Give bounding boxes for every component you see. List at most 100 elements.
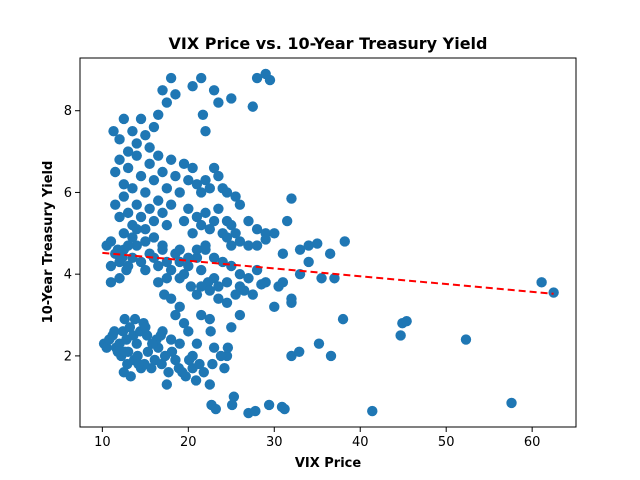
data-point [316, 273, 327, 284]
data-point [161, 273, 173, 284]
data-point [178, 318, 190, 329]
data-point [114, 154, 125, 165]
data-point [112, 244, 124, 255]
data-point [196, 187, 207, 198]
data-point [119, 313, 130, 325]
data-point [129, 313, 141, 325]
data-point [153, 150, 164, 161]
data-point [208, 215, 220, 227]
data-point [213, 293, 224, 304]
data-point [230, 228, 241, 239]
data-point [125, 371, 136, 382]
data-point [329, 273, 340, 284]
data-point [140, 130, 151, 141]
data-point [286, 297, 297, 308]
data-point [213, 97, 224, 108]
data-point [187, 162, 198, 174]
data-point [251, 224, 263, 235]
data-point [148, 174, 160, 186]
data-point [294, 346, 305, 358]
data-point [148, 121, 160, 133]
data-point [135, 211, 147, 223]
data-point [200, 174, 211, 186]
data-point [200, 207, 211, 219]
data-point [118, 191, 130, 202]
data-point [170, 170, 181, 182]
points-layer [98, 68, 559, 419]
x-tick-label: 20 [180, 435, 197, 450]
data-point [161, 219, 173, 231]
data-point [131, 224, 142, 235]
data-point [174, 244, 185, 255]
data-point [165, 293, 177, 304]
data-point [256, 279, 267, 290]
data-point [135, 256, 147, 268]
data-point [153, 195, 164, 206]
data-point [118, 228, 130, 239]
data-point [247, 101, 258, 112]
y-tick-label: 6 [64, 186, 72, 201]
data-point [196, 72, 207, 84]
data-point [101, 342, 112, 353]
data-point [187, 80, 198, 92]
data-point [122, 207, 134, 219]
data-point [127, 125, 138, 137]
data-point [197, 109, 209, 121]
data-point [226, 219, 237, 231]
data-point [114, 273, 125, 284]
data-point [131, 138, 142, 149]
data-point [109, 326, 120, 337]
data-point [157, 85, 168, 96]
x-tick-label: 40 [352, 435, 369, 450]
data-point [133, 358, 144, 370]
data-point [243, 240, 254, 251]
data-point [226, 260, 237, 272]
data-point [208, 252, 220, 264]
data-point [174, 273, 185, 284]
data-point [140, 187, 151, 198]
data-point [153, 260, 164, 272]
data-point [277, 248, 289, 259]
data-point [208, 162, 220, 174]
data-point [219, 362, 230, 374]
data-point [185, 281, 197, 292]
data-point [312, 238, 323, 249]
chart-title: VIX Price vs. 10-Year Treasury Yield [169, 34, 488, 53]
data-point [127, 232, 138, 243]
data-point [230, 191, 241, 202]
data-point [198, 367, 209, 378]
data-point [148, 232, 160, 243]
data-point [205, 326, 216, 337]
data-point [221, 187, 233, 198]
data-point [277, 277, 289, 288]
data-point [191, 179, 203, 190]
data-point [191, 289, 203, 300]
x-tick-label: 50 [438, 435, 455, 450]
data-point [460, 334, 472, 345]
data-point [105, 277, 117, 288]
data-point [250, 405, 261, 417]
data-point [401, 315, 412, 327]
data-point [163, 367, 174, 378]
data-point [183, 174, 194, 186]
data-point [118, 113, 130, 125]
data-point [339, 236, 350, 247]
data-point [183, 326, 194, 337]
y-tick-label: 8 [64, 104, 72, 119]
data-point [286, 193, 297, 204]
data-point [183, 203, 194, 214]
data-point [337, 313, 349, 325]
data-point [166, 346, 178, 358]
data-point [153, 277, 164, 288]
data-point [194, 358, 205, 370]
data-point [127, 183, 138, 194]
data-point [187, 350, 198, 362]
data-point [200, 240, 211, 251]
data-point [251, 240, 263, 251]
plot-frame [79, 57, 577, 428]
data-point [161, 97, 173, 108]
data-point [234, 268, 246, 280]
x-axis-label: VIX Price [295, 456, 362, 471]
data-point [204, 379, 216, 390]
